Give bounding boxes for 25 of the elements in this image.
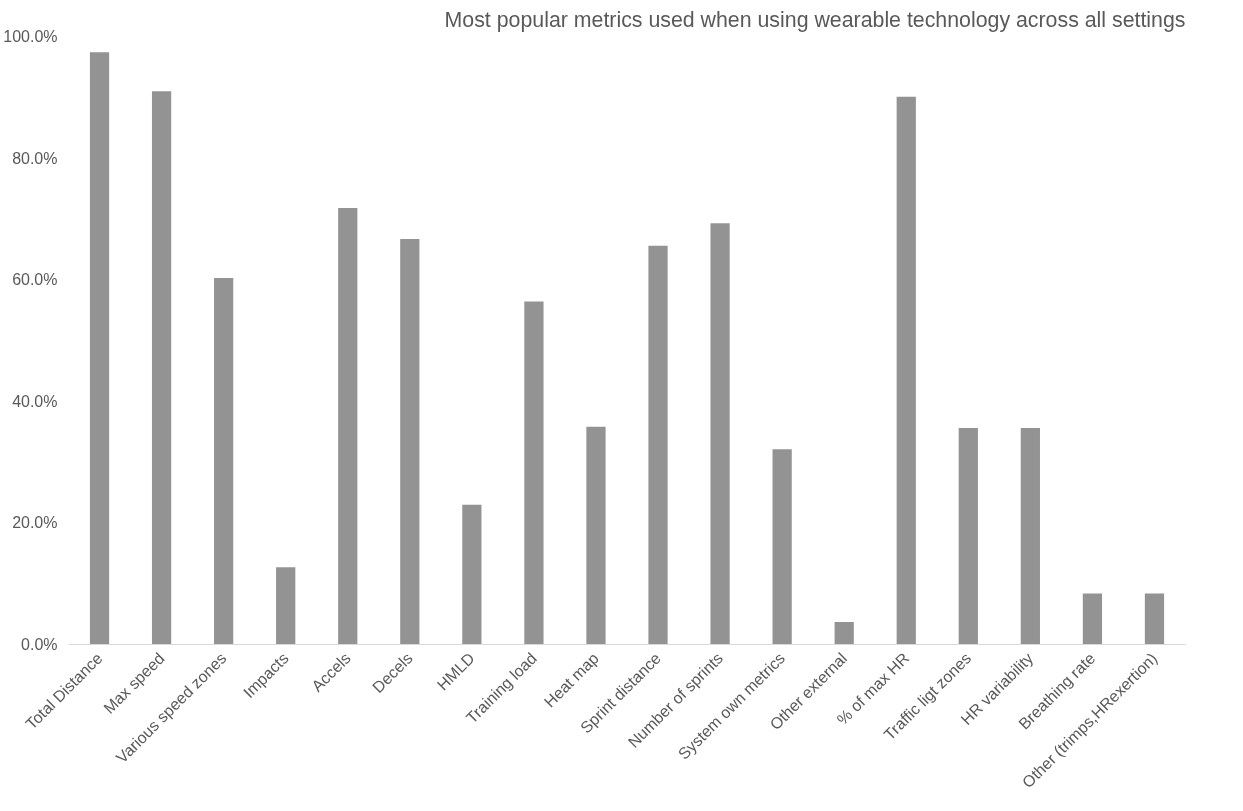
y-tick-label: 80.0% <box>12 149 58 167</box>
bar <box>214 277 234 645</box>
y-tick-label: 20.0% <box>12 514 58 532</box>
y-tick-label: 60.0% <box>12 271 58 289</box>
bar <box>586 426 606 645</box>
bar <box>1144 593 1165 645</box>
bar <box>834 622 854 645</box>
bar <box>1082 593 1103 645</box>
bar <box>958 428 978 645</box>
y-tick-label: 40.0% <box>12 392 58 410</box>
bar <box>896 96 916 645</box>
y-tick-label: 100.0% <box>3 28 58 45</box>
bar <box>710 223 730 645</box>
bar <box>400 238 420 645</box>
bar <box>276 567 296 645</box>
bar <box>648 245 668 645</box>
bar <box>524 301 544 645</box>
bar <box>462 504 482 645</box>
chart-title: Most popular metrics used when using wearable technology across all settings <box>444 7 1186 32</box>
bar <box>338 207 358 645</box>
y-tick-label: 0.0% <box>21 636 58 653</box>
bar <box>89 52 110 645</box>
bar <box>1020 428 1040 645</box>
bar <box>772 449 792 645</box>
bar <box>151 91 172 645</box>
